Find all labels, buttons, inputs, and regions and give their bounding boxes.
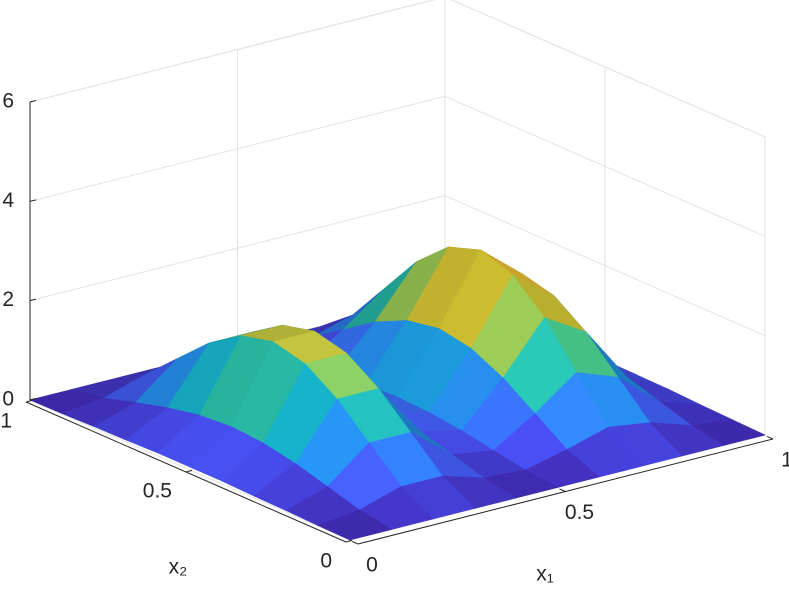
tick-mark (29, 398, 37, 401)
z-tick-label: 4 (2, 189, 14, 212)
tick-mark (29, 100, 37, 103)
surface-patch (317, 509, 393, 541)
grid-line (450, 0, 766, 138)
y-axis-label: x₂ (169, 556, 188, 579)
grid-line (29, 195, 446, 302)
grid-line (29, 0, 436, 103)
grid-line (29, 95, 446, 202)
x-tick-label: 0 (366, 554, 378, 577)
y-tick-label: 0 (320, 550, 332, 573)
tick-mark (559, 488, 566, 492)
x-axis-label: x₁ (536, 563, 554, 586)
grid-line (444, 195, 766, 337)
x-tick-label: 0.5 (565, 501, 594, 524)
z-tick-label: 0 (2, 388, 14, 411)
tick-mark (29, 298, 37, 302)
y-tick-label: 0.5 (143, 480, 172, 503)
tick-mark (345, 539, 353, 543)
x-tick-label: 1 (781, 449, 789, 472)
z-tick-label: 6 (2, 90, 14, 113)
tick-mark (185, 469, 193, 473)
tick-mark (766, 435, 774, 440)
tick-mark (351, 540, 359, 545)
y-tick-label: 1 (0, 410, 12, 433)
z-tick-label: 2 (2, 288, 14, 311)
surface (29, 246, 766, 541)
tick-mark (29, 199, 37, 202)
tick-mark (25, 399, 33, 403)
grid-line (444, 95, 766, 237)
